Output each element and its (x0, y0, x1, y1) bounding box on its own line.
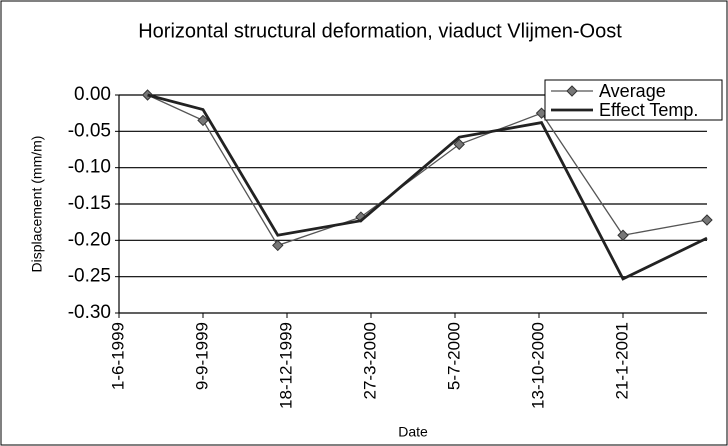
legend-box (544, 79, 723, 121)
marker (453, 138, 465, 151)
y-tick-label: -0.15 (68, 193, 111, 214)
x-tick-label: 1-6-1999 (108, 322, 127, 390)
marker (197, 114, 209, 127)
legend-label: Average (599, 81, 666, 101)
x-tick-label: 9-9-1999 (192, 322, 211, 390)
x-tick-label: 27-3-2000 (360, 322, 379, 400)
chart-title: Horizontal structural deformation, viadu… (138, 20, 622, 42)
y-axis-label: Displacement (mm/m) (29, 136, 45, 273)
x-tick-label: 21-1-2001 (612, 322, 631, 400)
series-line (147, 93, 708, 281)
x-tick-label: 18-12-1999 (276, 322, 295, 409)
x-tick-label: 13-10-2000 (528, 322, 547, 409)
marker (617, 229, 629, 241)
y-tick-label: -0.10 (68, 157, 111, 178)
y-tick-label: -0.25 (68, 266, 111, 287)
marker (701, 214, 713, 226)
legend-label: Effect Temp. (599, 100, 698, 120)
x-axis-label: Date (398, 424, 428, 440)
marker (272, 239, 284, 252)
y-tick-label: -0.30 (68, 302, 111, 323)
y-tick-label: -0.20 (68, 229, 111, 250)
legend-marker (566, 85, 578, 97)
x-tick-label: 5-7-2000 (444, 322, 463, 390)
y-tick-label: 0.00 (74, 84, 111, 105)
y-tick-label: -0.05 (68, 120, 111, 141)
